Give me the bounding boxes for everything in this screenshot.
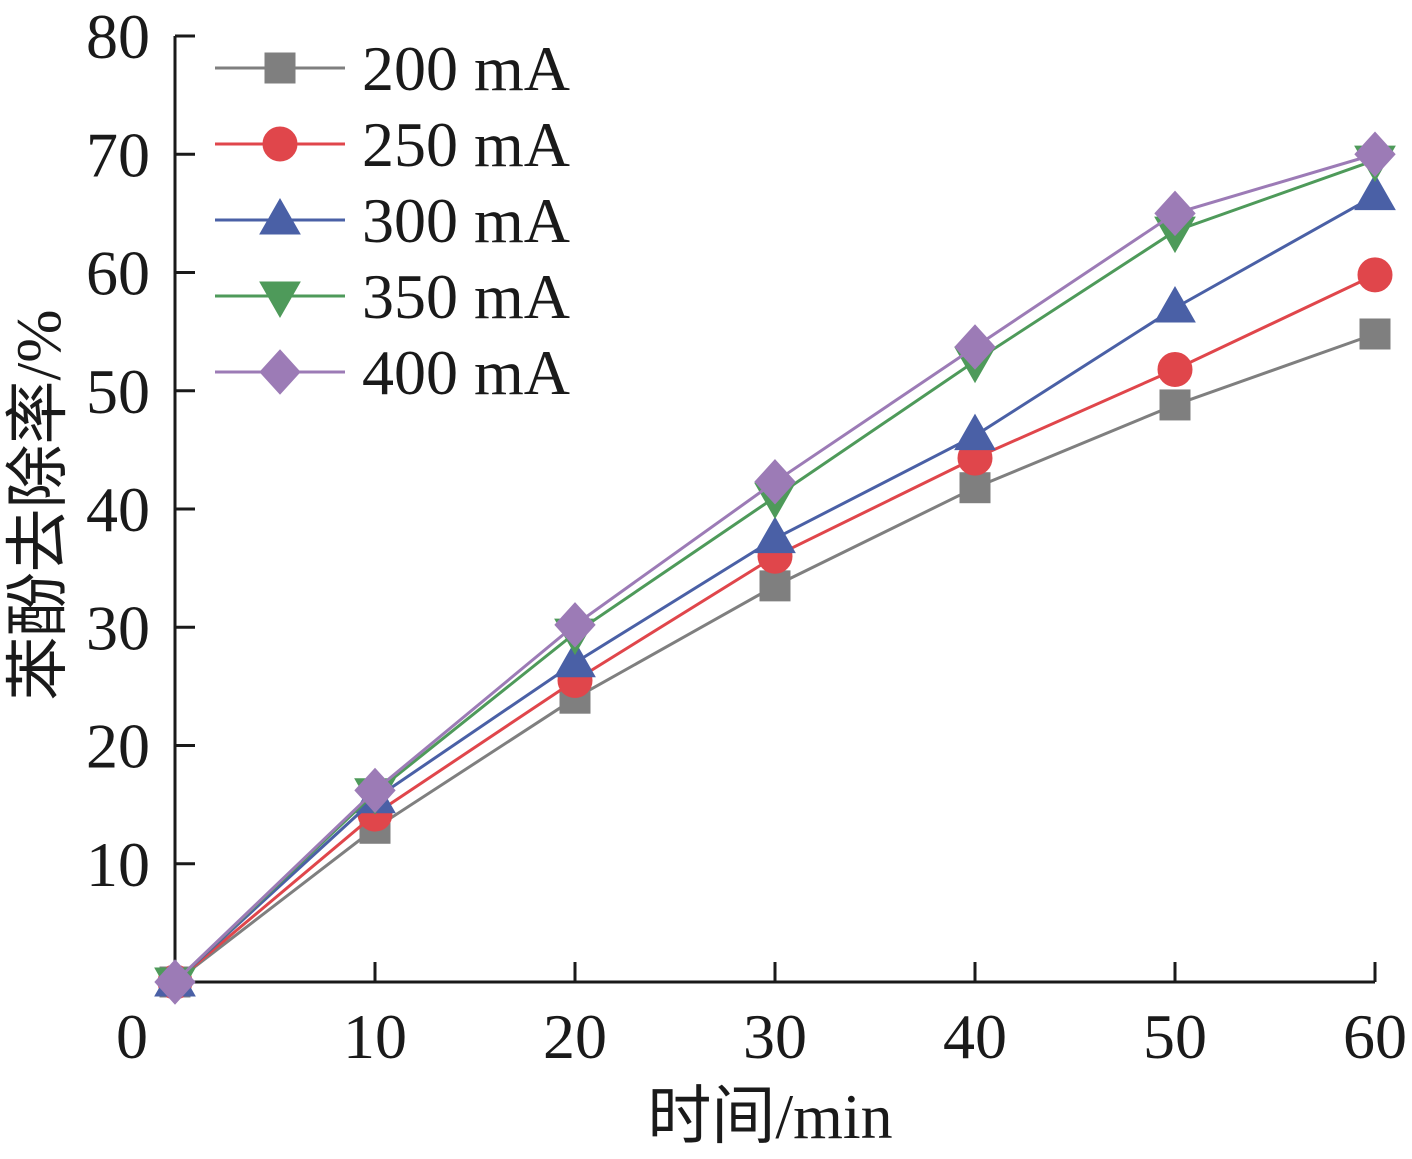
y-tick-label: 10 [86, 829, 150, 900]
x-tick-label: 10 [343, 1001, 407, 1072]
legend-marker-diamond [259, 349, 301, 395]
legend-item: 350 mA [215, 261, 570, 332]
data-point-diamond [1354, 131, 1396, 177]
legend-marker-circle [262, 126, 298, 162]
legend-marker-triangle-down [259, 281, 301, 319]
data-point-triangle-up [1354, 173, 1396, 211]
data-point-square [1159, 389, 1191, 421]
data-point-circle [1157, 351, 1193, 387]
legend-item: 400 mA [215, 337, 570, 408]
y-tick-label: 70 [86, 119, 150, 190]
y-tick-label: 30 [86, 592, 150, 663]
series-400-ma [154, 131, 1396, 1005]
y-axis-title: 苯酚去除率/% [3, 309, 74, 700]
data-point-triangle-up [954, 413, 996, 451]
x-tick-label: 50 [1143, 1001, 1207, 1072]
series-layer [154, 131, 1396, 1005]
x-axis-title: 时间/min [647, 1081, 892, 1152]
legend-marker-square [264, 52, 296, 84]
data-point-triangle-up [754, 516, 796, 554]
legend-label: 250 mA [362, 109, 570, 180]
legend-label: 400 mA [362, 337, 570, 408]
x-tick-label: 0 [116, 1001, 148, 1072]
y-tick-label: 80 [86, 1, 150, 72]
legend-label: 200 mA [362, 33, 570, 104]
legend-label: 350 mA [362, 261, 570, 332]
data-point-circle [1357, 257, 1393, 293]
y-tick-label: 50 [86, 356, 150, 427]
y-tick-label: 20 [86, 711, 150, 782]
data-point-diamond [154, 959, 196, 1005]
x-tick-label: 30 [743, 1001, 807, 1072]
series-200-ma [159, 318, 1391, 998]
data-point-diamond [754, 459, 796, 505]
legend-label: 300 mA [362, 185, 570, 256]
legend-marker-triangle-up [259, 197, 301, 235]
data-point-square [1359, 318, 1391, 350]
data-point-diamond [1154, 190, 1196, 237]
data-point-diamond [554, 602, 596, 648]
x-tick-label: 60 [1343, 1001, 1407, 1072]
legend-item: 300 mA [215, 185, 570, 256]
series-line [174, 332, 1376, 984]
legend-item: 250 mA [215, 109, 570, 180]
data-point-square [759, 570, 791, 602]
legend-item: 200 mA [215, 33, 570, 104]
data-point-diamond [954, 324, 996, 370]
y-tick-label: 60 [86, 238, 150, 309]
data-point-triangle-up [554, 640, 596, 678]
series-line [174, 273, 1376, 984]
data-point-triangle-up [1154, 285, 1196, 323]
series-250-ma [157, 257, 1393, 1000]
data-point-square [959, 472, 991, 504]
data-point-diamond [354, 767, 396, 814]
x-tick-label: 20 [543, 1001, 607, 1072]
x-tick-label: 40 [943, 1001, 1007, 1072]
ticks: 0 10 20 30 40 50 60 10 20 30 40 50 60 70 80 [86, 1, 1407, 1072]
y-tick-label: 40 [86, 474, 150, 545]
